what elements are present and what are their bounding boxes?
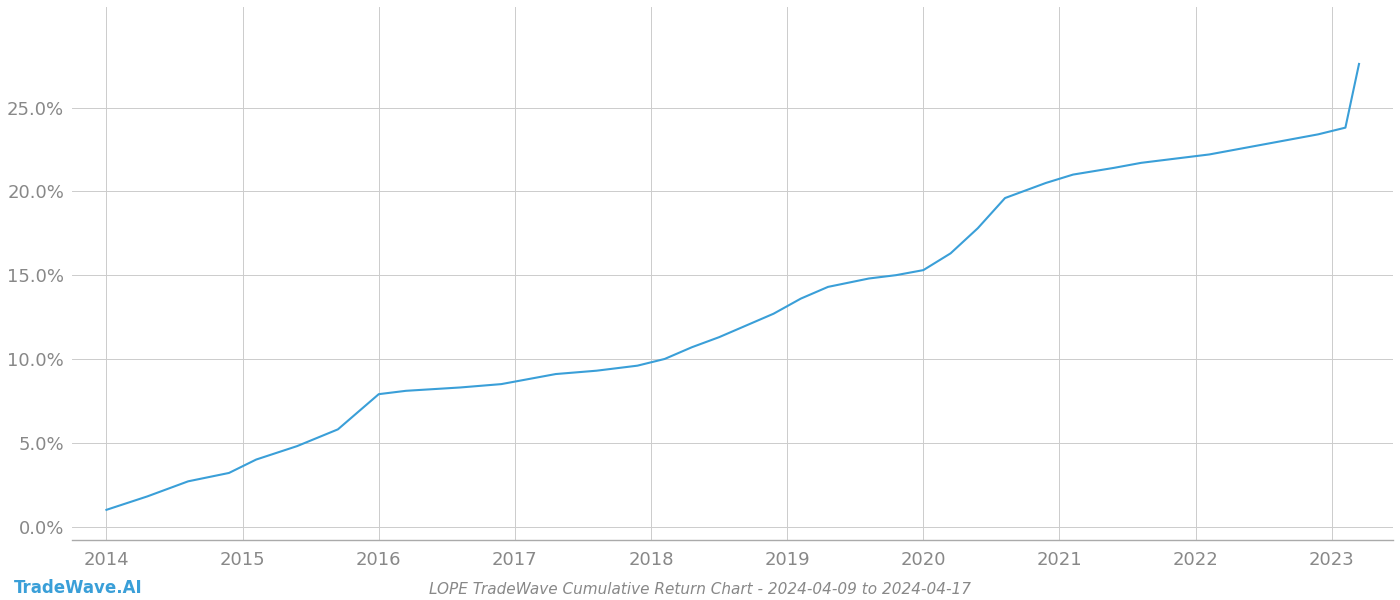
Text: LOPE TradeWave Cumulative Return Chart - 2024-04-09 to 2024-04-17: LOPE TradeWave Cumulative Return Chart -…: [428, 582, 972, 597]
Text: TradeWave.AI: TradeWave.AI: [14, 579, 143, 597]
